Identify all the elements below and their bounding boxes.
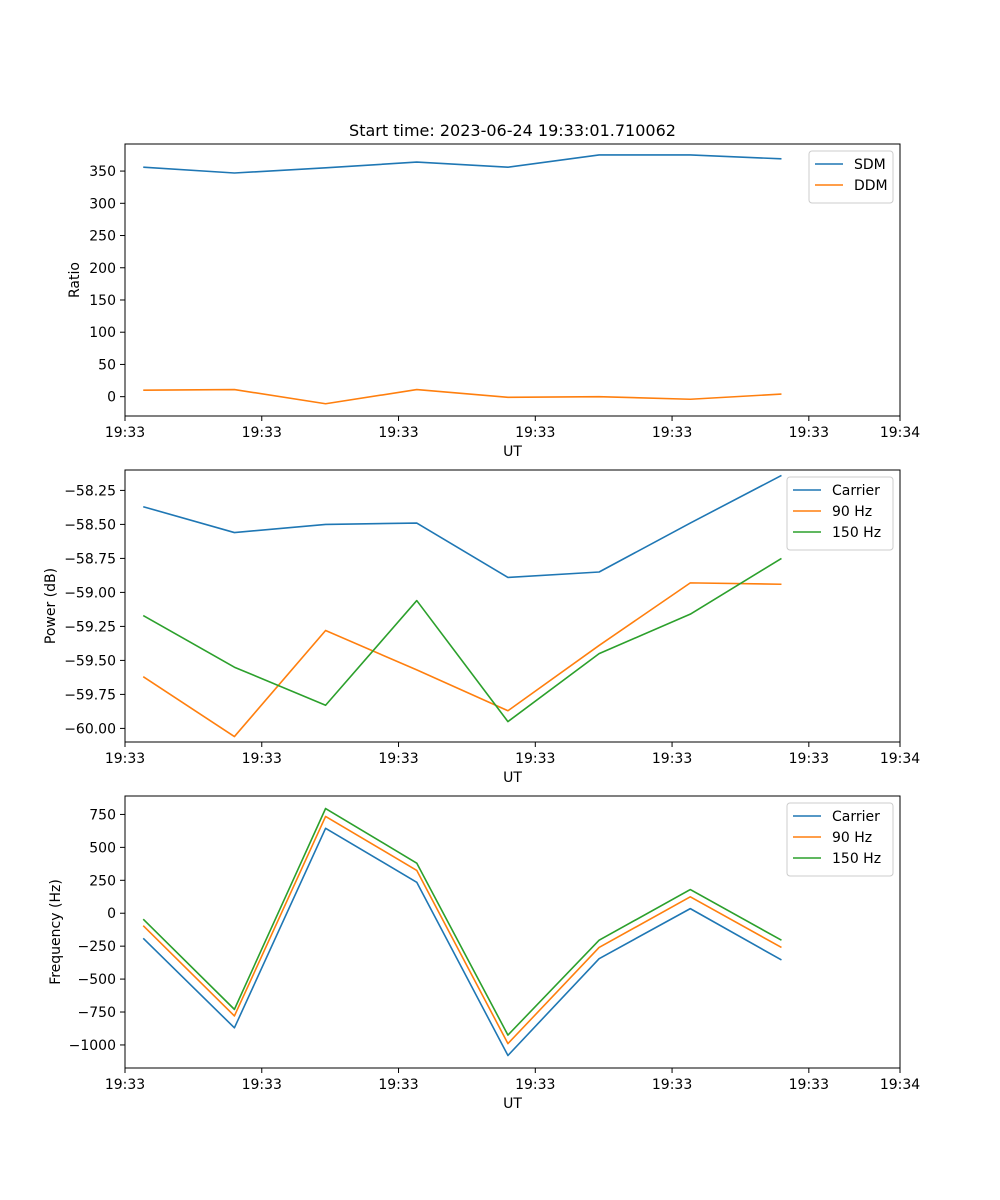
frequency-x-tick-label: 19:33 — [378, 1077, 418, 1093]
ratio-series-ddm — [143, 388, 782, 405]
power-y-tick-label: −59.50 — [64, 653, 116, 669]
frequency-panel: 19:33 19:33 19:33 19:33 19:33 19:33 19:34 −1000… — [48, 795, 920, 1112]
power-legend-label: 150 Hz — [832, 525, 881, 541]
chart-title: Start time: 2023-06-24 19:33:01.710062 — [349, 121, 676, 140]
power-axes-frame — [124, 469, 901, 743]
power-y-tick-label: −59.75 — [64, 687, 116, 703]
power-y-tick-label: −59.25 — [64, 619, 116, 635]
frequency-y-tick-label: −750 — [78, 1005, 116, 1021]
frequency-y-tick-label: 750 — [89, 807, 116, 823]
power-x-axis-label: UT — [503, 770, 522, 786]
power-x-tick-label: 19:33 — [515, 751, 555, 767]
frequency-series-carrier — [142, 827, 782, 1057]
frequency-x-tick-label: 19:34 — [880, 1077, 920, 1093]
power-series-150-hz — [142, 557, 782, 723]
frequency-y-tick-label: −1000 — [69, 1038, 116, 1054]
frequency-series-90-hz — [142, 815, 782, 1045]
frequency-axes-frame — [124, 795, 901, 1069]
frequency-x-tick-label: 19:33 — [789, 1077, 829, 1093]
power-panel: 19:33 19:33 19:33 19:33 19:33 19:33 19:34 −60.0… — [43, 469, 920, 786]
frequency-y-tick-label: 250 — [89, 873, 116, 889]
ratio-y-tick-label: 300 — [89, 196, 116, 212]
ratio-y-tick-label: 100 — [89, 325, 116, 341]
ratio-series-sdm — [143, 154, 782, 174]
power-x-tick-label: 19:33 — [652, 751, 692, 767]
frequency-series-150-hz — [142, 807, 782, 1036]
ratio-axes-frame — [124, 143, 901, 417]
ratio-legend: SDM DDM — [808, 150, 894, 204]
power-y-tick-label: −60.00 — [64, 721, 116, 737]
frequency-y-tick-label: 0 — [107, 906, 116, 922]
ratio-x-tick-label: 19:33 — [242, 425, 282, 441]
power-x-tick-label: 19:33 — [378, 751, 418, 767]
frequency-legend-label: Carrier — [832, 809, 880, 825]
ratio-y-tick-label: 0 — [107, 390, 116, 406]
ratio-y-tick-label: 150 — [89, 293, 116, 309]
power-y-axis-label: Power (dB) — [43, 568, 59, 644]
power-series-carrier — [143, 474, 782, 579]
frequency-legend-label: 90 Hz — [832, 830, 872, 846]
ratio-x-tick-label: 19:33 — [789, 425, 829, 441]
frequency-y-tick-label: −250 — [78, 939, 116, 955]
frequency-y-tick-label: −500 — [78, 972, 116, 988]
frequency-x-axis-label: UT — [503, 1096, 522, 1112]
power-series-90-hz — [142, 582, 782, 738]
ratio-x-tick-label: 19:33 — [515, 425, 555, 441]
power-y-tick-label: −58.25 — [64, 483, 116, 499]
ratio-y-tick-label: 350 — [89, 164, 116, 180]
ratio-x-axis-label: UT — [503, 444, 522, 460]
power-legend: Carrier 90 Hz 150 Hz — [786, 476, 894, 551]
ratio-y-tick-label: 50 — [98, 357, 116, 373]
ratio-y-tick-label: 250 — [89, 229, 116, 245]
frequency-x-tick-label: 19:33 — [652, 1077, 692, 1093]
frequency-y-tick-label: 500 — [89, 840, 116, 856]
power-x-tick-label: 19:33 — [242, 751, 282, 767]
power-legend-label: Carrier — [832, 483, 880, 499]
frequency-y-axis-label: Frequency (Hz) — [48, 879, 64, 985]
ratio-legend-label: DDM — [854, 178, 888, 194]
frequency-legend: Carrier 90 Hz 150 Hz — [786, 802, 894, 877]
power-y-tick-label: −58.75 — [64, 551, 116, 567]
ratio-x-tick-label: 19:33 — [105, 425, 145, 441]
ratio-legend-label: SDM — [854, 157, 886, 173]
frequency-x-tick-label: 19:33 — [515, 1077, 555, 1093]
ratio-panel: 19:33 19:33 19:33 19:33 19:33 19:33 19:34 0 50 10… — [67, 143, 920, 460]
frequency-legend-label: 150 Hz — [832, 851, 881, 867]
power-y-tick-label: −59.00 — [64, 585, 116, 601]
frequency-x-tick-label: 19:33 — [242, 1077, 282, 1093]
ratio-y-axis-label: Ratio — [67, 262, 83, 298]
ratio-x-tick-label: 19:34 — [880, 425, 920, 441]
ratio-y-tick-label: 200 — [89, 261, 116, 277]
ratio-x-tick-label: 19:33 — [652, 425, 692, 441]
power-y-tick-label: −58.50 — [64, 517, 116, 533]
ratio-x-tick-label: 19:33 — [378, 425, 418, 441]
power-x-tick-label: 19:33 — [105, 751, 145, 767]
power-x-tick-label: 19:33 — [789, 751, 829, 767]
power-legend-label: 90 Hz — [832, 504, 872, 520]
power-x-tick-label: 19:34 — [880, 751, 920, 767]
frequency-x-tick-label: 19:33 — [105, 1077, 145, 1093]
